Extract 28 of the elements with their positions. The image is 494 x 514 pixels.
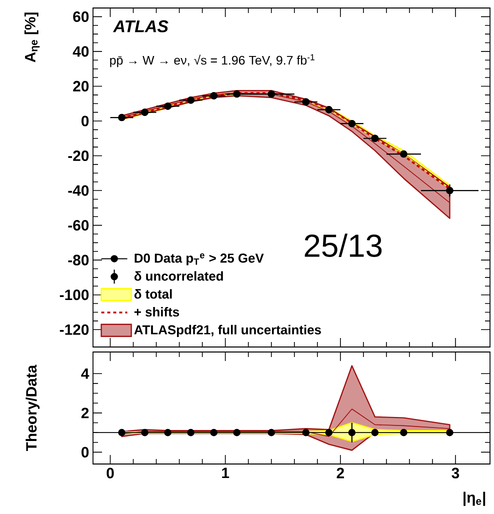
y-tick-label: -80 [68,254,89,266]
x-axis-title: |η$_{e}$| [464,492,486,506]
legend-label: δ uncorrelated [134,271,223,281]
y-axis-title: A$_{ηe}$ [%] [24,12,40,62]
x-tick-label: 3 [452,468,460,478]
y-tick-label: 40 [72,46,89,57]
y-tick-label: 60 [73,11,89,22]
y-tick-label: -20 [68,150,89,162]
annotation: 25/13 [304,234,382,258]
y-tick-label: -60 [68,220,89,231]
y-tick-label: 20 [73,80,89,92]
y-tick-label: 2 [81,408,89,418]
y-tick-label: 0 [82,116,89,126]
x-tick-label: 0 [106,468,114,478]
y-axis-title: Theory/Data [26,364,40,452]
legend-label: + shifts [134,307,180,317]
annotation: ATLAS [112,20,168,32]
x-tick-label: 2 [336,468,344,478]
legend-label: ATLASpdf21, full uncertainties [134,324,321,337]
y-tick-label: -40 [68,185,89,196]
annotation: pp̄ → W → eν, √s = 1.96 TeV, 9.7 fb$^{-1}$ [110,54,314,68]
y-tick-label: -120 [60,324,89,335]
y-tick-label: 0 [82,446,89,458]
x-tick-label: 1 [222,468,230,478]
y-tick-label: -100 [60,290,89,300]
y-tick-label: 4 [81,368,90,379]
legend-label: δ total [134,289,172,299]
legend-label: D0 Data p$_{T}$$^{e}$ > 25 GeV [134,253,264,266]
